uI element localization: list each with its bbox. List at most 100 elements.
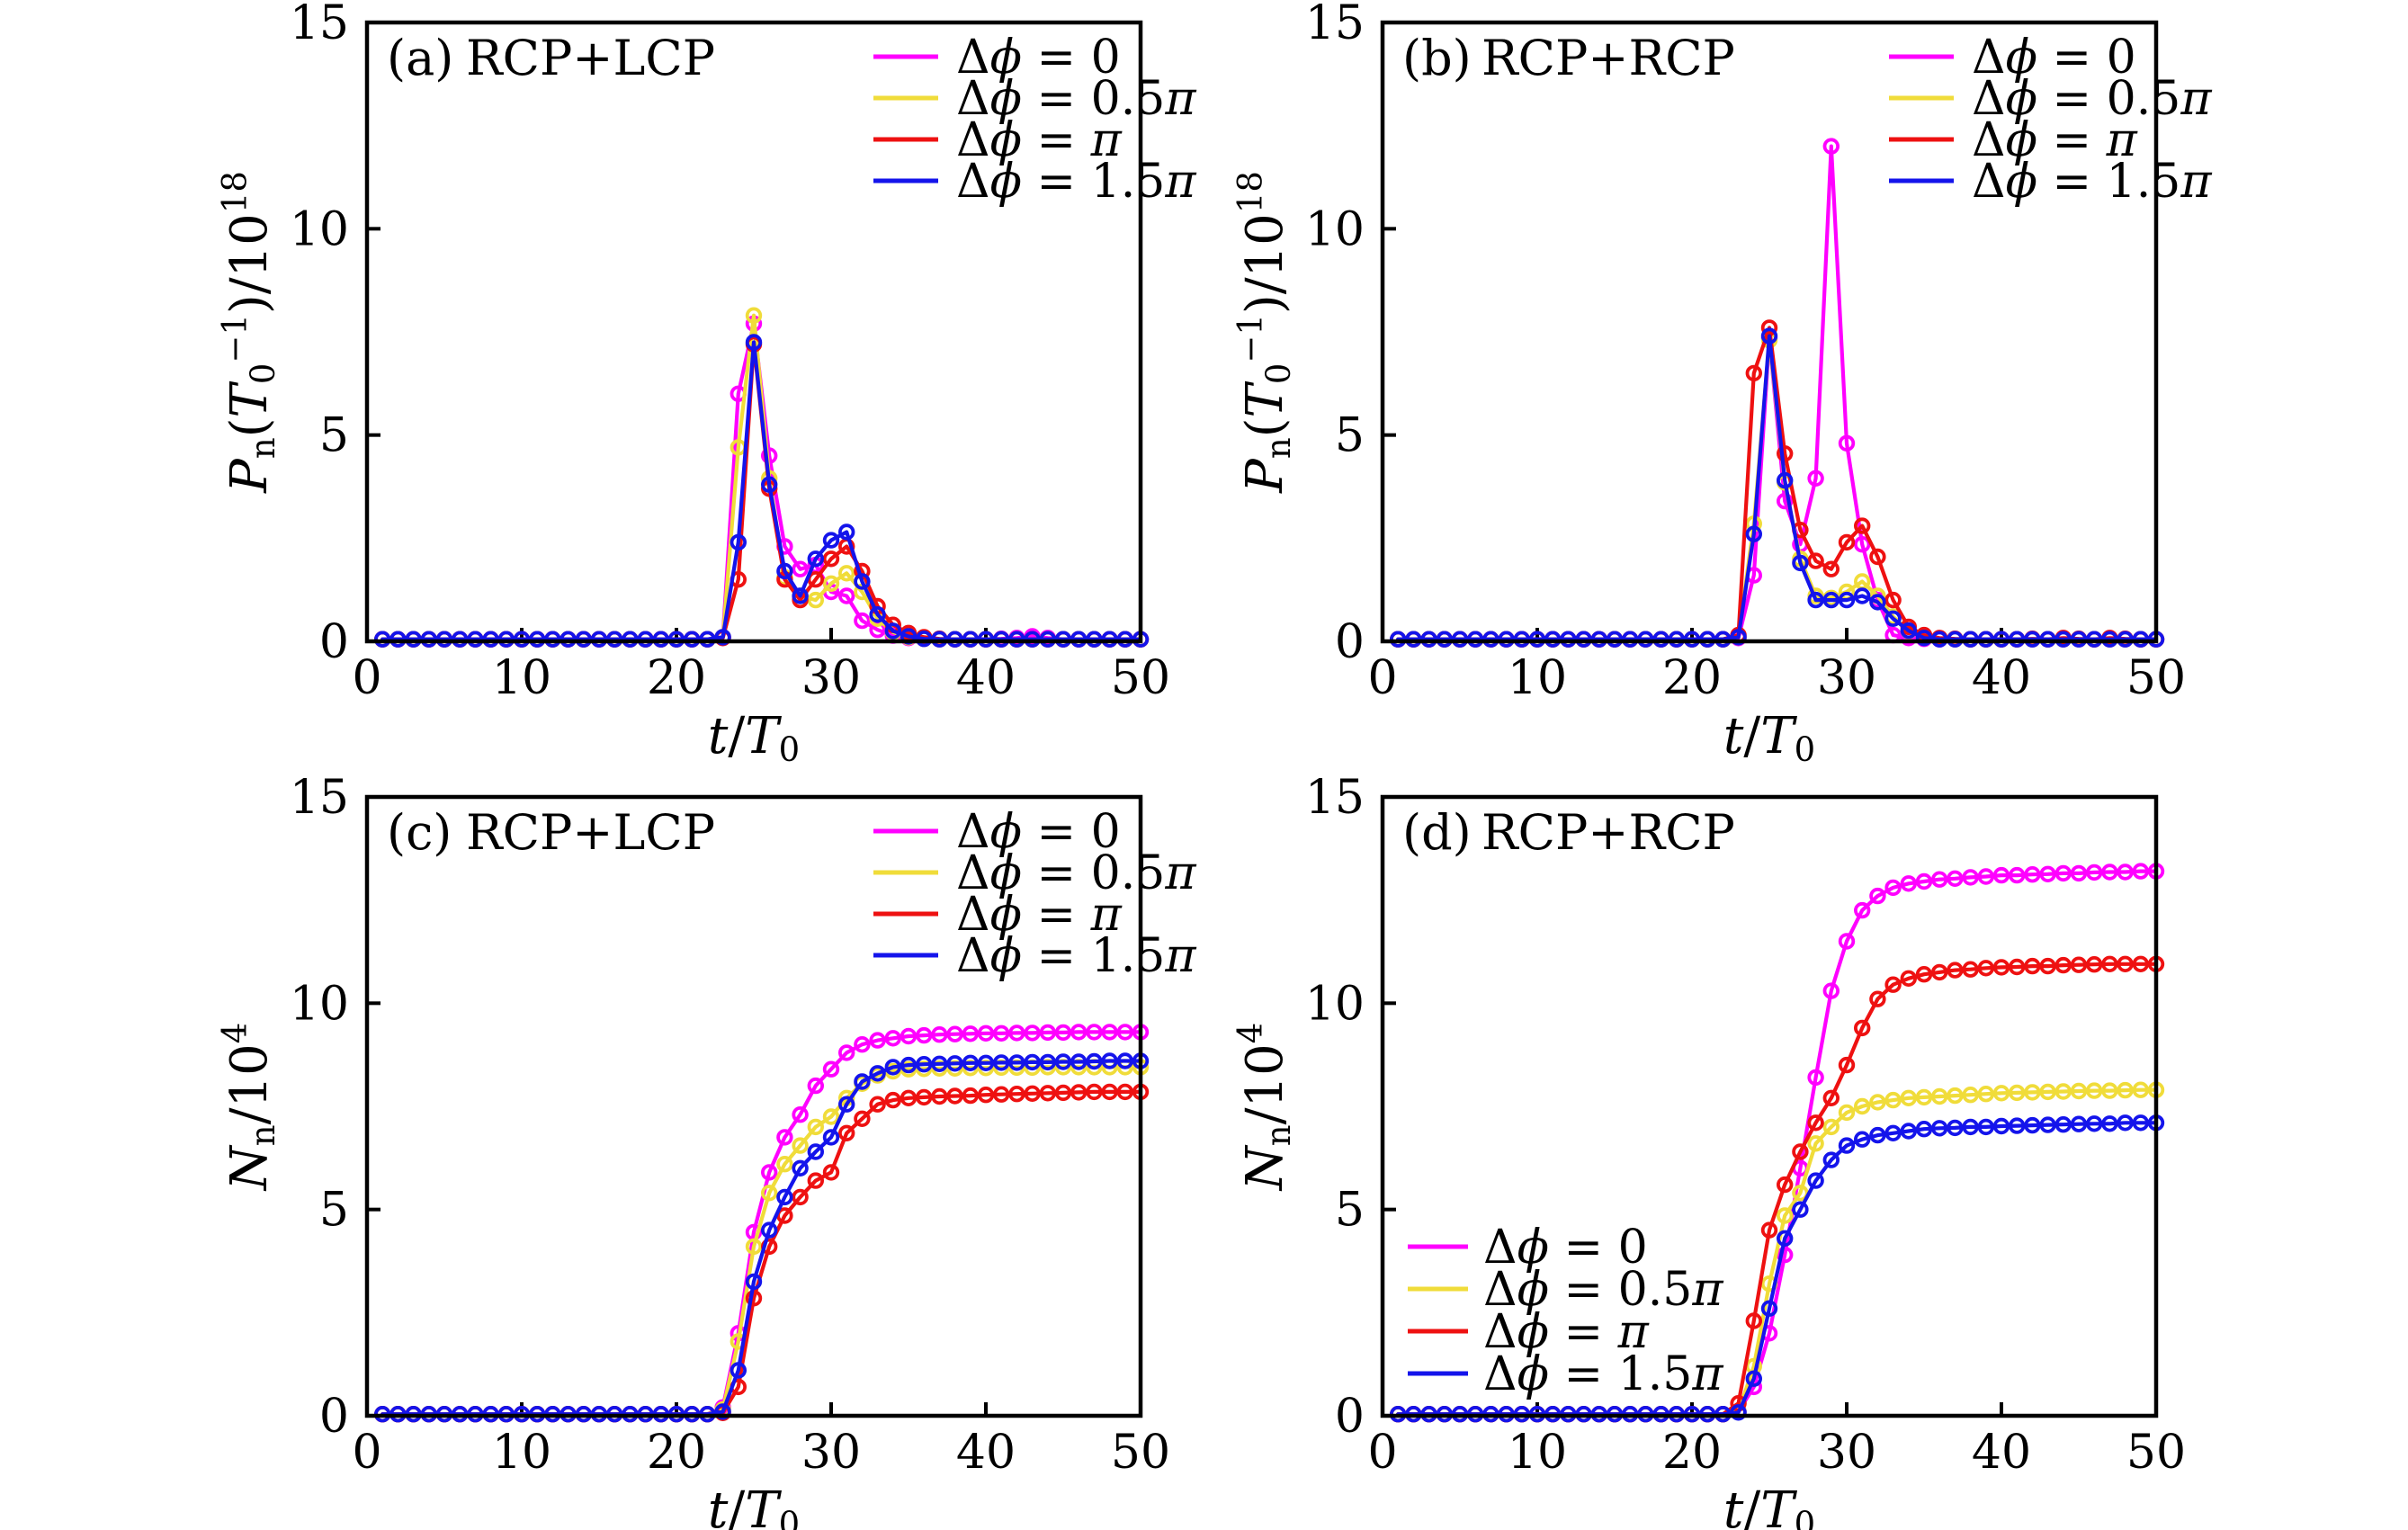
- y-tick-label: 0: [1335, 615, 1365, 669]
- x-tick-label: 50: [1111, 651, 1170, 705]
- panel-b-title-tag: (b): [1402, 30, 1472, 86]
- y-tick-label: 0: [319, 615, 349, 669]
- legend-label-dphi-pi: Δϕ = π: [1972, 113, 2138, 167]
- panel-d-xlabel: t/T0: [1723, 1481, 1815, 1530]
- x-tick-label: 20: [1662, 651, 1722, 705]
- panel-a-series-dphi-0: [374, 315, 1150, 648]
- panel-d: 0 10 20 30 40 50 0 5 10 15 (d) RCP+RCP t/T0 Nn/104 Δϕ …: [1231, 771, 2186, 1530]
- y-tick-label: 5: [1335, 409, 1365, 463]
- y-tick-label: 10: [290, 977, 349, 1031]
- x-tick-label: 20: [1662, 1426, 1722, 1480]
- x-tick-label: 30: [1817, 651, 1876, 705]
- y-tick-label: 10: [1305, 977, 1365, 1031]
- panel-d-axes: 0 10 20 30 40 50 0 5 10 15: [1305, 771, 2186, 1480]
- legend-label-dphi-0: Δϕ = 0: [1483, 1221, 1648, 1275]
- x-tick-label: 10: [492, 1426, 551, 1480]
- legend-label-dphi-1.5pi: Δϕ = 1.5π: [1972, 155, 2212, 209]
- series-line-dphi-0: [380, 321, 1143, 641]
- legend-label-dphi-0: Δϕ = 0: [956, 31, 1121, 85]
- y-tick-label: 15: [290, 771, 349, 825]
- series-line-dphi-1.5pi: [380, 1059, 1143, 1417]
- legend-label-dphi-1.5pi: Δϕ = 1.5π: [956, 155, 1196, 209]
- x-tick-label: 10: [1508, 651, 1567, 705]
- x-tick-label: 40: [1972, 651, 2031, 705]
- series-markers-dphi-0.5pi: [374, 1059, 1150, 1423]
- x-tick-label: 50: [2126, 1426, 2186, 1480]
- y-tick-label: 15: [290, 0, 349, 50]
- panel-c-series-dphi-0.5pi: [374, 1059, 1150, 1423]
- x-tick-label: 10: [492, 651, 551, 705]
- legend-label-dphi-0.5pi: Δϕ = 0.5π: [956, 72, 1196, 126]
- legend-label-dphi-pi: Δϕ = π: [1483, 1305, 1650, 1359]
- x-tick-label: 40: [956, 651, 1016, 705]
- legend-item-dphi-pi: Δϕ = π: [873, 888, 1123, 942]
- panel-a-ylabel: Pn(T0−1)/1018: [216, 171, 282, 494]
- panel-c-ylabel: Nn/104: [216, 1023, 282, 1192]
- plot-frame: [364, 20, 1143, 644]
- panel-d-ylabel: Nn/104: [1231, 1023, 1298, 1192]
- legend-item-dphi-0.5pi: Δϕ = 0.5π: [1889, 72, 2212, 126]
- panel-c-series-dphi-1.5pi: [374, 1052, 1150, 1423]
- x-tick-label: 0: [352, 651, 381, 705]
- panel-a-title-tag: (a): [387, 30, 453, 86]
- panel-a-series-dphi-0.5pi: [374, 307, 1150, 648]
- panel-c: 0 10 20 30 40 50 0 5 10 15 (c) RCP+LCP t/T0 Nn/104 Δϕ …: [216, 771, 1197, 1530]
- panel-b-ylabel: Pn(T0−1)/1018: [1231, 171, 1298, 494]
- series-markers-dphi-1.5pi: [374, 1052, 1150, 1423]
- panel-d-title: RCP+RCP: [1482, 804, 1735, 861]
- legend-item-dphi-1.5pi: Δϕ = 1.5π: [873, 929, 1196, 983]
- series-markers-dphi-0.5pi: [374, 307, 1150, 648]
- y-tick-label: 0: [1335, 1390, 1365, 1444]
- legend-item-dphi-0.5pi: Δϕ = 0.5π: [873, 72, 1196, 126]
- x-tick-label: 50: [1111, 1426, 1170, 1480]
- panel-d-title-tag: (d): [1402, 804, 1472, 861]
- legend-label-dphi-0.5pi: Δϕ = 0.5π: [1972, 72, 2212, 126]
- legend-item-dphi-0: Δϕ = 0: [1889, 31, 2136, 85]
- y-tick-label: 5: [319, 1184, 349, 1238]
- legend-item-dphi-pi: Δϕ = π: [1408, 1305, 1650, 1359]
- legend-item-dphi-pi: Δϕ = π: [1889, 113, 2138, 167]
- legend-item-dphi-1.5pi: Δϕ = 1.5π: [1408, 1347, 1723, 1401]
- y-tick-label: 15: [1305, 0, 1365, 50]
- legend-item-dphi-0.5pi: Δϕ = 0.5π: [1408, 1263, 1723, 1317]
- panel-b: 0 10 20 30 40 50 0 5 10 15 (b) RCP+RCP t/T0 Pn(T0−1)/…: [1231, 0, 2213, 769]
- legend-label-dphi-1.5pi: Δϕ = 1.5π: [1483, 1347, 1723, 1401]
- plot-frame: [364, 794, 1143, 1418]
- x-tick-label: 30: [801, 1426, 861, 1480]
- legend-label-dphi-0.5pi: Δϕ = 0.5π: [1483, 1263, 1723, 1317]
- panel-b-title: RCP+RCP: [1482, 30, 1735, 86]
- panel-b-axes: 0 10 20 30 40 50 0 5 10 15: [1305, 0, 2186, 705]
- panel-c-xlabel: t/T0: [708, 1481, 800, 1530]
- panel-b-xlabel: t/T0: [1723, 707, 1815, 769]
- y-tick-label: 10: [290, 202, 349, 256]
- x-tick-label: 0: [1367, 651, 1397, 705]
- legend-label-dphi-pi: Δϕ = π: [956, 888, 1123, 942]
- x-tick-label: 30: [801, 651, 861, 705]
- x-tick-label: 10: [1508, 1426, 1567, 1480]
- x-tick-label: 50: [2126, 651, 2186, 705]
- legend-item-dphi-0: Δϕ = 0: [873, 31, 1121, 85]
- panel-a-title: RCP+LCP: [466, 30, 715, 86]
- panel-b-series-dphi-1.5pi: [1389, 327, 2165, 648]
- legend-item-dphi-1.5pi: Δϕ = 1.5π: [873, 155, 1196, 209]
- legend-label-dphi-0: Δϕ = 0: [956, 805, 1121, 859]
- series-line-dphi-1.5pi: [380, 340, 1143, 641]
- y-tick-label: 5: [319, 409, 349, 463]
- legend-item-dphi-0: Δϕ = 0: [1408, 1221, 1648, 1275]
- series-markers-dphi-1.5pi: [374, 334, 1150, 648]
- plot-frame: [1380, 794, 2159, 1418]
- x-tick-label: 0: [1367, 1426, 1397, 1480]
- x-tick-label: 40: [956, 1426, 1016, 1480]
- legend-item-dphi-pi: Δϕ = π: [873, 113, 1123, 167]
- legend-label-dphi-0.5pi: Δϕ = 0.5π: [956, 846, 1196, 900]
- panel-c-title-tag: (c): [387, 804, 452, 861]
- panel-a-axes: 0 10 20 30 40 50 0 5 10 15: [290, 0, 1170, 705]
- y-tick-label: 5: [1335, 1184, 1365, 1238]
- plot-frame: [1380, 20, 2159, 644]
